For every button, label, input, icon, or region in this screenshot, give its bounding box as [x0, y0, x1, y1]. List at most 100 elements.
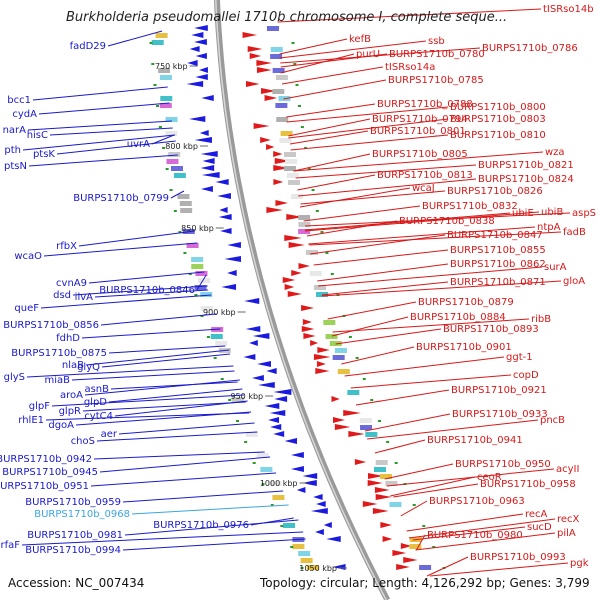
- right-gene-label[interactable]: BURPS1710b_0805: [372, 149, 468, 160]
- right-gene-label[interactable]: pilA: [557, 528, 576, 539]
- right-gene-label[interactable]: BURPS1710b_0958: [480, 479, 576, 490]
- left-gene-label[interactable]: choS: [71, 436, 95, 447]
- right-gene-label[interactable]: tISRso14b: [543, 4, 594, 15]
- right-gene-label[interactable]: BURPS1710b_0838: [399, 216, 495, 227]
- left-gene-label[interactable]: miaB: [44, 375, 70, 386]
- right-gene-label[interactable]: BURPS1710b_0800: [450, 102, 546, 113]
- right-gene-label[interactable]: BURPS1710b_0871: [450, 277, 546, 288]
- left-gene-label[interactable]: glpR: [59, 406, 81, 417]
- right-gene-label[interactable]: BURPS1710b_0788: [377, 99, 473, 110]
- right-gene-label[interactable]: BURPS1710b_0826: [447, 186, 543, 197]
- right-gene-label[interactable]: BURPS1710b_0879: [418, 297, 514, 308]
- right-gene-label[interactable]: BURPS1710b_0803: [450, 114, 546, 125]
- left-gene-label[interactable]: rfaF: [0, 540, 20, 551]
- right-gene-label[interactable]: BURPS1710b_0893: [443, 324, 539, 335]
- right-gene-label[interactable]: BURPS1710b_0801: [370, 126, 466, 137]
- right-gene-label[interactable]: BURPS1710b_0862: [450, 259, 546, 270]
- left-gene-label[interactable]: dgoA: [48, 420, 74, 431]
- right-gene-label[interactable]: fadB: [563, 227, 586, 238]
- left-gene-label[interactable]: BURPS1710b_0799: [73, 193, 169, 204]
- left-gene-label[interactable]: fadD29: [70, 41, 106, 52]
- left-gene-label[interactable]: nlaB: [62, 360, 84, 371]
- right-gene-label[interactable]: ubiB: [541, 207, 563, 218]
- left-gene-label[interactable]: ptsN: [4, 161, 27, 172]
- left-gene-label[interactable]: ptsK: [33, 149, 55, 160]
- right-gene-label[interactable]: BURPS1710b_0832: [422, 201, 518, 212]
- left-gene-label[interactable]: wcaO: [14, 251, 42, 262]
- right-gene-label[interactable]: BURPS1710b_0950: [455, 459, 551, 470]
- left-gene-label[interactable]: glpD: [84, 397, 107, 408]
- right-gene-label[interactable]: BURPS1710b_0785: [388, 75, 484, 86]
- left-gene-label[interactable]: rhlE1: [18, 415, 44, 426]
- right-gene-label[interactable]: acyII: [556, 464, 579, 475]
- right-gene-label[interactable]: ggt-1: [506, 352, 533, 363]
- left-gene-label[interactable]: BURPS1710b_0968: [34, 509, 130, 520]
- right-gene-label[interactable]: purU: [356, 49, 380, 60]
- left-gene-label[interactable]: BURPS1710b_0994: [25, 545, 121, 556]
- right-gene-label[interactable]: BURPS1710b_0933: [452, 409, 548, 420]
- right-gene-label[interactable]: ssb: [428, 36, 445, 47]
- right-gene-label[interactable]: BURPS1710b_0821: [478, 160, 574, 171]
- right-gene-label[interactable]: wza: [545, 147, 565, 158]
- right-gene-label[interactable]: copD: [513, 370, 539, 381]
- left-gene-label[interactable]: cydA: [12, 109, 37, 120]
- left-gene-label[interactable]: hisC: [27, 130, 48, 141]
- left-gene-label[interactable]: rfbX: [56, 241, 77, 252]
- left-gene-label[interactable]: aroA: [60, 390, 83, 401]
- right-gene-label[interactable]: surA: [544, 262, 567, 273]
- left-gene-label[interactable]: glyQ: [77, 362, 100, 373]
- right-gene-label[interactable]: BURPS1710b_0813: [377, 170, 473, 181]
- right-gene-label[interactable]: ribB: [531, 314, 551, 325]
- right-gene-label[interactable]: BURPS1710b_0963: [429, 496, 525, 507]
- feature-box: [365, 432, 378, 437]
- left-gene-label[interactable]: BURPS1710b_0976: [153, 520, 249, 531]
- left-gene-label[interactable]: BURPS1710b_0981: [27, 530, 123, 541]
- right-gene-label[interactable]: wcaJ: [412, 183, 435, 194]
- right-gene-label[interactable]: BURPS1710b_0980: [427, 530, 523, 541]
- right-gene-label[interactable]: tISRso14a: [385, 62, 435, 73]
- left-gene-label[interactable]: BURPS1710b_0846: [99, 285, 195, 296]
- right-gene-label[interactable]: pgk: [570, 558, 589, 569]
- right-gene-label[interactable]: ntpA: [537, 222, 561, 233]
- left-gene-label[interactable]: pth: [4, 145, 21, 156]
- left-gene-label[interactable]: cvnA9: [56, 278, 87, 289]
- right-gene-label[interactable]: BURPS1710b_0780: [389, 49, 485, 60]
- left-gene-label[interactable]: bcc1: [7, 95, 31, 106]
- left-gene-label[interactable]: BURPS1710b_0959: [25, 497, 121, 508]
- left-gene-label[interactable]: uvrA: [127, 139, 150, 150]
- left-gene-label[interactable]: BURPS1710b_0856: [3, 320, 99, 331]
- right-gene-label[interactable]: BURPS1710b_0993: [470, 552, 566, 563]
- right-gene-label[interactable]: pncB: [540, 415, 565, 426]
- left-gene-label[interactable]: dsd: [53, 290, 71, 301]
- right-gene-label[interactable]: BURPS1710b_0884: [410, 312, 506, 323]
- left-gene-label[interactable]: glpF: [29, 401, 50, 412]
- left-gene-label[interactable]: fdhD: [56, 333, 80, 344]
- right-gene-label[interactable]: BURPS1710b_0786: [482, 43, 578, 54]
- left-gene-label[interactable]: cytC4: [84, 411, 113, 422]
- right-gene-label[interactable]: recA: [525, 509, 548, 520]
- right-gene-label[interactable]: kefB: [349, 34, 371, 45]
- right-gene-label[interactable]: aspS: [572, 208, 596, 219]
- right-gene-label[interactable]: BURPS1710b_0810: [450, 130, 546, 141]
- left-gene-label[interactable]: BURPS1710b_0945: [2, 467, 98, 478]
- right-gene-label[interactable]: ceoR: [477, 472, 502, 483]
- left-gene-label[interactable]: aer: [101, 429, 118, 440]
- right-gene-label[interactable]: BURPS1710b_0921: [451, 385, 547, 396]
- left-gene-label[interactable]: narA: [3, 125, 27, 136]
- right-gene-label[interactable]: BURPS1710b_0941: [427, 435, 523, 446]
- left-gene-label[interactable]: asnB: [84, 384, 109, 395]
- right-gene-label[interactable]: BURPS1710b_0901: [416, 342, 512, 353]
- left-gene-label[interactable]: glyS: [4, 372, 25, 383]
- right-gene-label[interactable]: BURPS1710b_0855: [450, 245, 546, 256]
- right-gene-label[interactable]: BURPS1710b_0824: [478, 174, 574, 185]
- left-gene-label[interactable]: BURPS1710b_0942: [0, 454, 92, 465]
- left-gene-label[interactable]: queF: [14, 303, 39, 314]
- left-gene-label[interactable]: BURPS1710b_0951: [0, 481, 89, 492]
- left-gene-label[interactable]: BURPS1710b_0875: [11, 348, 107, 359]
- right-gene-label[interactable]: sucD: [527, 522, 552, 533]
- feature-dot: [412, 504, 416, 506]
- right-gene-label[interactable]: gloA: [563, 276, 585, 287]
- left-gene-label[interactable]: ilvA: [75, 292, 93, 303]
- right-gene-label[interactable]: BURPS1710b_0794: [372, 114, 468, 125]
- right-gene-label[interactable]: recX: [557, 514, 580, 525]
